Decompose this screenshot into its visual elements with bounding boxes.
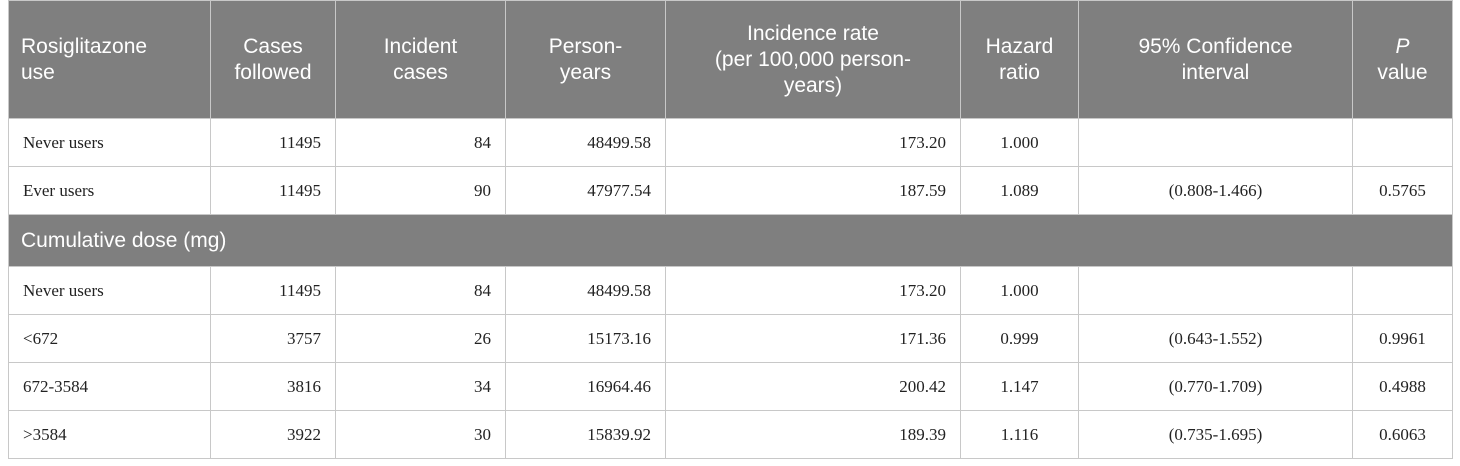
cell: 11495 (210, 266, 336, 315)
cell: Never users (8, 266, 211, 315)
cell: 11495 (210, 118, 336, 167)
cell: 0.9961 (1352, 314, 1453, 363)
cell: 3757 (210, 314, 336, 363)
cell: 48499.58 (505, 118, 666, 167)
header-text: use (21, 60, 55, 84)
header-text: cases (393, 60, 448, 84)
cell: (0.770-1.709) (1078, 362, 1353, 411)
header-text: Cases (243, 34, 303, 58)
cell: 187.59 (665, 166, 961, 215)
cell: 0.5765 (1352, 166, 1453, 215)
header-text: ratio (999, 60, 1040, 84)
data-row: Never users 11495 84 48499.58 173.20 1.000 (8, 266, 1453, 315)
cell: 15173.16 (505, 314, 666, 363)
header-text: 95% Confidence (1138, 34, 1293, 58)
cell: 173.20 (665, 266, 961, 315)
header-text: interval (1181, 60, 1250, 84)
results-table: Rosiglitazone use Cases followed Incident cas… (8, 0, 1453, 459)
cell: 15839.92 (505, 410, 666, 459)
cell: 30 (335, 410, 506, 459)
cell: 16964.46 (505, 362, 666, 411)
cell: 1.089 (960, 166, 1079, 215)
header-text: Hazard (985, 34, 1054, 58)
header-text: Rosiglitazone (21, 34, 148, 58)
cell (1078, 118, 1353, 167)
data-row: >3584 3922 30 15839.92 189.39 1.116 (0.735-1.6… (8, 410, 1453, 459)
cell: 0.6063 (1352, 410, 1453, 459)
cell: 0.999 (960, 314, 1079, 363)
cell: (0.735-1.695) (1078, 410, 1353, 459)
header-cell: 95% Confidence interval (1078, 0, 1353, 119)
table-body: Never users 11495 84 48499.58 173.20 1.000 Eve… (8, 118, 1453, 459)
cell (1352, 266, 1453, 315)
header-text: Incident (383, 34, 458, 58)
header-text: Incidence rate (747, 21, 879, 45)
cell: 1.147 (960, 362, 1079, 411)
header-text: years (559, 60, 612, 84)
cell: 1.000 (960, 118, 1079, 167)
header-cell: Person-years (505, 0, 666, 119)
cell: 3816 (210, 362, 336, 411)
header-text: (per 100,000 person- (714, 47, 912, 71)
cell: 26 (335, 314, 506, 363)
header-text: P (1395, 34, 1410, 58)
header-text: years) (783, 73, 843, 97)
header-text: Person- (548, 34, 623, 58)
cell: <672 (8, 314, 211, 363)
cell: 34 (335, 362, 506, 411)
cell: 90 (335, 166, 506, 215)
cell: >3584 (8, 410, 211, 459)
data-row: Never users 11495 84 48499.58 173.20 1.000 (8, 118, 1453, 167)
cell: 173.20 (665, 118, 961, 167)
cell: 200.42 (665, 362, 961, 411)
cell: 11495 (210, 166, 336, 215)
cell: Never users (8, 118, 211, 167)
section-row: Cumulative dose (mg) (8, 214, 1453, 267)
section-title: Cumulative dose (mg) (8, 214, 1453, 267)
data-row: <672 3757 26 15173.16 171.36 0.999 (0.643-1.55… (8, 314, 1453, 363)
data-row: Ever users 11495 90 47977.54 187.59 1.089 (0.8… (8, 166, 1453, 215)
data-row: 672-3584 3816 34 16964.46 200.42 1.147 (0.770-… (8, 362, 1453, 411)
cell: 171.36 (665, 314, 961, 363)
cell: 3922 (210, 410, 336, 459)
header-cell: Rosiglitazone use (8, 0, 211, 119)
cell: 1.116 (960, 410, 1079, 459)
cell: 189.39 (665, 410, 961, 459)
cell: 0.4988 (1352, 362, 1453, 411)
cell: 84 (335, 118, 506, 167)
cell: (0.808-1.466) (1078, 166, 1353, 215)
header-cell: Incident cases (335, 0, 506, 119)
cell: Ever users (8, 166, 211, 215)
cell: 48499.58 (505, 266, 666, 315)
header-text: followed (234, 60, 312, 84)
header-cell: Incidence rate (per 100,000 person-years) (665, 0, 961, 119)
cell: 84 (335, 266, 506, 315)
header-cell: Cases followed (210, 0, 336, 119)
cell (1352, 118, 1453, 167)
cell: 1.000 (960, 266, 1079, 315)
cell (1078, 266, 1353, 315)
header-cell: Hazard ratio (960, 0, 1079, 119)
cell: (0.643-1.552) (1078, 314, 1353, 363)
cell: 672-3584 (8, 362, 211, 411)
header-row: Rosiglitazone use Cases followed Incident cas… (8, 0, 1453, 119)
header-text: value (1377, 60, 1428, 84)
cell: 47977.54 (505, 166, 666, 215)
